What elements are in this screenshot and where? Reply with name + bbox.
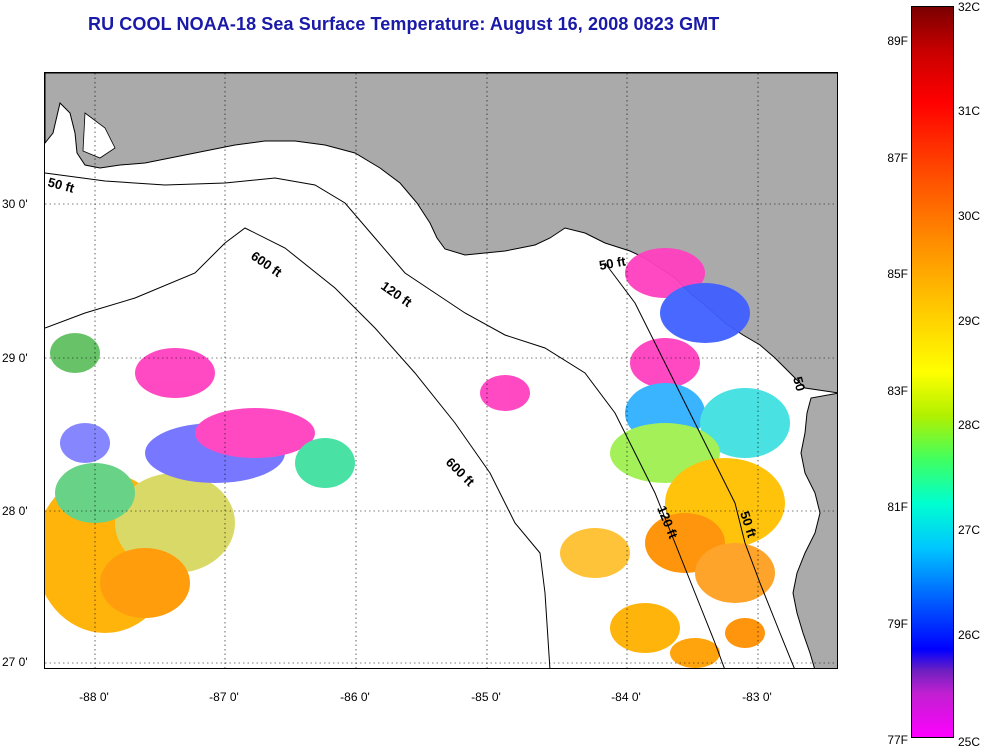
colorbar-c-31: 31C — [958, 104, 981, 118]
depth-contours — [45, 172, 795, 668]
colorbar-f-85: 85F — [887, 267, 908, 281]
lat-label-30: 30 0' — [2, 197, 28, 211]
sst-map: 50 ft 600 ft 120 ft 50 ft 600 ft 120 ft … — [44, 72, 838, 669]
depth-label-50ft-north: 50 ft — [598, 253, 628, 273]
lon-label-83: -83 0' — [742, 690, 772, 704]
colorbar-c-28: 28C — [958, 418, 981, 432]
lon-label-87: -87 0' — [209, 690, 239, 704]
colorbar-c-32: 32C — [958, 0, 981, 14]
grid-lines — [45, 73, 837, 668]
land-north — [45, 73, 837, 394]
colorbar-c-27: 27C — [958, 523, 981, 537]
depth-label-600ft-north: 600 ft — [248, 248, 285, 280]
colorbar-f-79: 79F — [887, 617, 908, 631]
depth-label-50ft-west: 50 ft — [46, 174, 76, 196]
colorbar-c-29: 29C — [958, 314, 981, 328]
sst-data — [45, 248, 790, 668]
depth-label-120ft-north: 120 ft — [378, 278, 415, 310]
lon-label-86: -86 0' — [340, 690, 370, 704]
lat-label-27: 27 0' — [2, 655, 28, 669]
temperature-colorbar — [911, 6, 954, 738]
colorbar-f-89: 89F — [887, 34, 908, 48]
depth-label-50-east: 50 — [790, 375, 808, 393]
land-east — [792, 392, 837, 668]
sst-map-canvas: 50 ft 600 ft 120 ft 50 ft 600 ft 120 ft … — [45, 73, 837, 668]
colorbar-c-26: 26C — [958, 628, 981, 642]
colorbar-f-83: 83F — [887, 384, 908, 398]
lon-label-88: -88 0' — [79, 690, 109, 704]
lon-label-85: -85 0' — [471, 690, 501, 704]
colorbar-f-81: 81F — [887, 500, 908, 514]
depth-label-600ft-south: 600 ft — [443, 455, 478, 490]
chart-title: RU COOL NOAA-18 Sea Surface Temperature:… — [88, 14, 720, 34]
colorbar-c-25: 25C — [958, 735, 981, 749]
lon-label-84: -84 0' — [611, 690, 641, 704]
colorbar-f-77: 77F — [887, 733, 908, 747]
bay-area — [82, 112, 116, 159]
lat-label-28: 28 0' — [2, 504, 28, 518]
colorbar-c-30: 30C — [958, 209, 981, 223]
colorbar-f-87: 87F — [887, 151, 908, 165]
lat-label-29: 29 0' — [2, 351, 28, 365]
